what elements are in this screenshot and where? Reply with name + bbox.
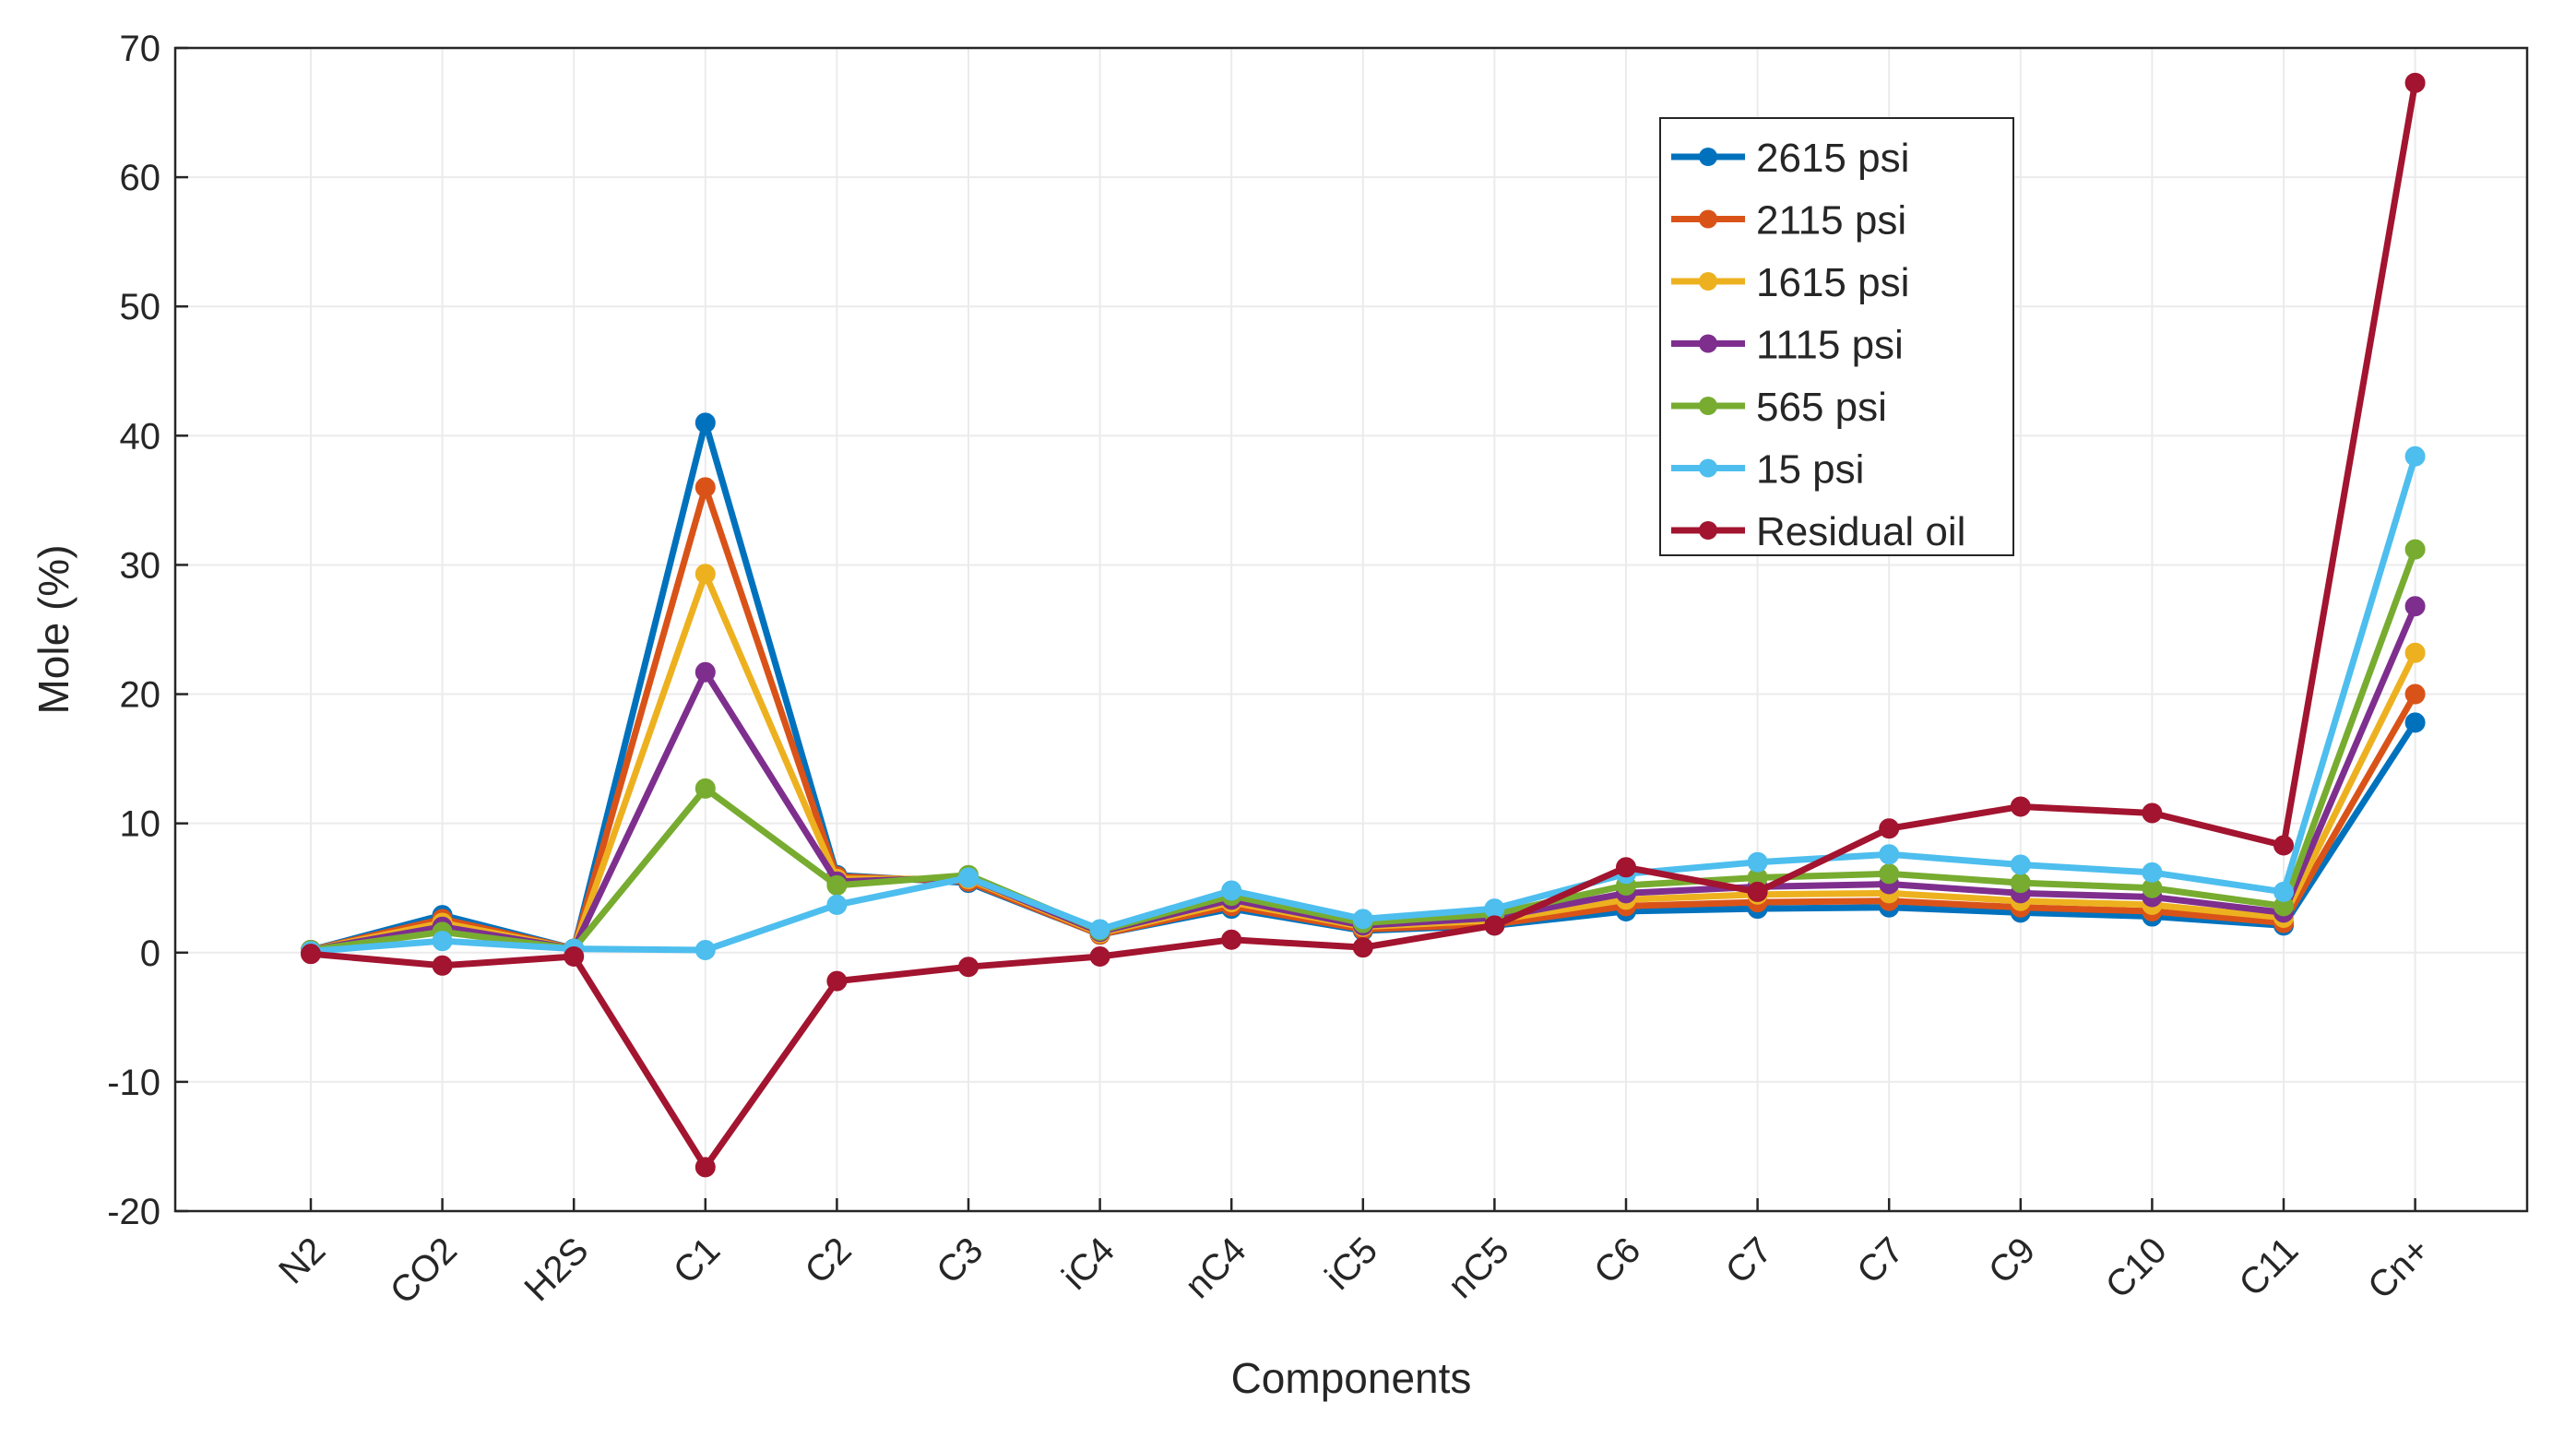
y-tick-label: 40	[120, 416, 161, 457]
legend-item: 2615 psi	[1671, 136, 1909, 181]
data-point	[1221, 880, 1242, 901]
data-point	[826, 894, 848, 915]
legend-item: 15 psi	[1671, 447, 1864, 493]
series-15-psi	[301, 446, 2426, 962]
legend: 2615 psi 2115 psi 1615 psi 1115 psi 565 psi 1…	[1659, 117, 2014, 556]
legend-marker	[1699, 272, 1717, 291]
legend-item: 2115 psi	[1671, 198, 1906, 244]
data-point	[1879, 844, 1900, 865]
y-tick-label: 0	[140, 933, 160, 974]
data-point	[958, 867, 979, 888]
data-point	[2404, 642, 2426, 663]
legend-marker	[1699, 148, 1717, 166]
data-point	[2273, 881, 2294, 902]
data-point	[2010, 854, 2031, 875]
legend-label: 2615 psi	[1756, 136, 1909, 181]
y-tick-label: 30	[120, 545, 161, 586]
plot-area-frame	[173, 46, 2529, 1213]
data-point	[1484, 898, 1505, 920]
legend-label: Residual oil	[1756, 509, 1965, 554]
data-point	[826, 970, 848, 992]
data-point	[2142, 862, 2163, 883]
legend-label: 565 psi	[1756, 385, 1887, 430]
grid	[175, 47, 2527, 1212]
data-point	[2404, 712, 2426, 733]
y-tick-label: 50	[120, 287, 161, 327]
data-point	[2404, 596, 2426, 617]
series-lines	[301, 72, 2426, 1178]
data-point	[694, 412, 716, 434]
data-point	[1221, 929, 1242, 950]
data-point	[301, 944, 321, 965]
y-axis-ticks: -20 -10 0 10 20 30 40 50 60 70	[107, 29, 188, 1232]
legend-marker	[1699, 334, 1717, 353]
data-point	[1747, 881, 1768, 902]
legend-marker	[1699, 521, 1717, 540]
data-point	[2404, 446, 2426, 467]
legend-marker	[1699, 209, 1717, 229]
y-axis-title: Mole (%)	[30, 544, 77, 714]
data-point	[1747, 851, 1768, 873]
legend-label: 1615 psi	[1756, 260, 1909, 305]
legend-item: 565 psi	[1671, 385, 1887, 430]
data-point	[1484, 915, 1505, 936]
y-tick-label: 70	[120, 29, 161, 69]
legend-label: 1115 psi	[1756, 323, 1904, 368]
data-point	[2273, 835, 2294, 856]
data-point	[694, 564, 716, 585]
data-point	[694, 477, 716, 498]
data-point	[694, 661, 716, 683]
data-point	[2010, 796, 2031, 817]
data-point	[432, 931, 453, 952]
data-point	[694, 1157, 716, 1178]
legend-label: 15 psi	[1756, 447, 1864, 493]
y-tick-label: 10	[120, 804, 161, 845]
y-tick-label: 60	[120, 158, 161, 198]
data-point	[1879, 818, 1900, 839]
legend-marker	[1699, 397, 1717, 415]
data-point	[694, 778, 716, 799]
data-point	[1089, 945, 1110, 967]
legend-box	[1659, 117, 2014, 556]
legend-label: 2115 psi	[1756, 198, 1906, 244]
series-residual-oil	[301, 72, 2426, 1178]
legend-item: Residual oil	[1671, 509, 1965, 554]
data-point	[432, 955, 453, 976]
data-point	[1616, 857, 1636, 878]
y-tick-label: 20	[120, 675, 161, 716]
data-point	[826, 874, 848, 896]
legend-marker	[1699, 458, 1717, 478]
data-point	[1089, 919, 1110, 940]
data-point	[1352, 937, 1373, 958]
data-point	[1352, 909, 1373, 930]
y-tick-label: -20	[107, 1192, 160, 1232]
data-point	[958, 957, 979, 978]
data-point	[2142, 802, 2163, 824]
data-point	[564, 945, 585, 967]
x-axis-title: Components	[1231, 1354, 1472, 1402]
y-tick-label: -10	[107, 1063, 160, 1103]
data-point	[694, 939, 716, 960]
legend-item: 1115 psi	[1671, 323, 1904, 368]
legend-item: 1615 psi	[1671, 260, 1909, 305]
data-point	[2010, 873, 2031, 894]
data-point	[2404, 539, 2426, 560]
data-point	[2404, 72, 2426, 93]
data-point	[1879, 863, 1900, 885]
data-point	[2404, 683, 2426, 705]
